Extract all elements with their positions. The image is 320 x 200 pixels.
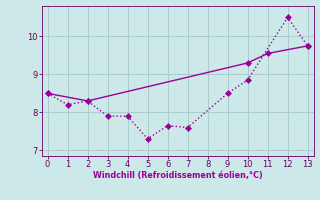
X-axis label: Windchill (Refroidissement éolien,°C): Windchill (Refroidissement éolien,°C) <box>93 171 262 180</box>
